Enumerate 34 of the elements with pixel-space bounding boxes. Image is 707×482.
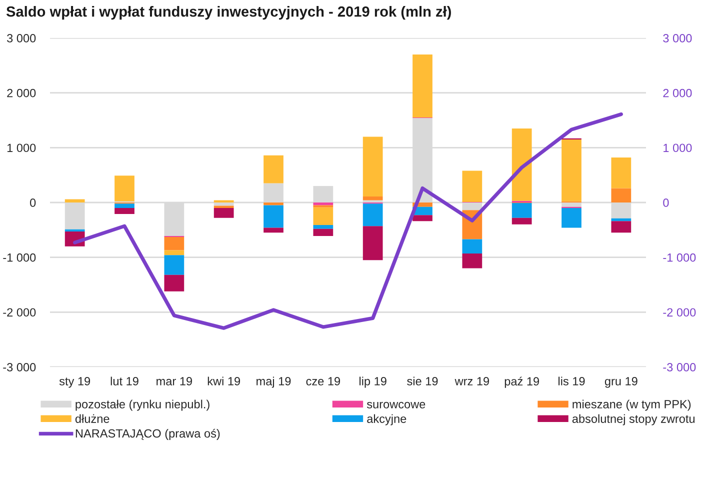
legend-label: dłużne <box>75 414 110 423</box>
x-tick-label: mar 19 <box>156 377 192 386</box>
y2-tick-label: -3 000 <box>663 363 696 372</box>
y-tick-label: -1 000 <box>3 253 36 262</box>
legend-label: surowcowe <box>366 402 426 408</box>
legend-label: akcyjne <box>367 414 406 426</box>
x-tick-label: paź 19 <box>504 376 539 388</box>
y2-tick-label: 0 <box>663 198 669 207</box>
y2-tick-label: 3 000 <box>663 34 692 42</box>
x-tick-label: sty 19 <box>59 377 90 388</box>
x-tick-label: lis 19 <box>558 376 585 386</box>
y-tick-label: 2 000 <box>7 88 36 98</box>
x-tick-label: lut 19 <box>110 376 138 386</box>
y2-tick-label: -2 000 <box>663 308 696 317</box>
x-tick-label: lip 19 <box>360 376 386 388</box>
x-tick-label: gru 19 <box>604 377 638 388</box>
y2-tick-label: -1 000 <box>663 253 696 262</box>
y-tick-label: 0 <box>30 198 36 207</box>
legend-label: NARASTAJĄCO (prawa oś) <box>76 428 220 440</box>
y-tick-label: 1 000 <box>7 144 36 152</box>
y-tick-label: -3 000 <box>3 363 36 372</box>
x-tick-label: kwi 19 <box>208 376 240 386</box>
y2-tick-label: 2 000 <box>663 88 692 98</box>
x-tick-label: cze 19 <box>306 377 340 386</box>
legend-label: absolutnej stopy zwrotu <box>572 414 694 426</box>
y-tick-label: -2 000 <box>3 308 36 317</box>
y2-tick-label: 1 000 <box>664 144 692 152</box>
y-tick-label: 3 000 <box>7 34 36 42</box>
legend-label: mieszane (w tym PPK) <box>572 400 691 411</box>
x-tick-label: maj 19 <box>256 376 291 388</box>
legend-label: pozostałe (rynku niepubl.) <box>76 400 210 411</box>
x-tick-label: sie 19 <box>407 376 438 386</box>
chart-title: Saldo wpłat i wypłat funduszy inwestycyjnych - 2019 rok (mln zł) <box>6 6 451 20</box>
x-tick-label: wrz 19 <box>454 377 489 386</box>
